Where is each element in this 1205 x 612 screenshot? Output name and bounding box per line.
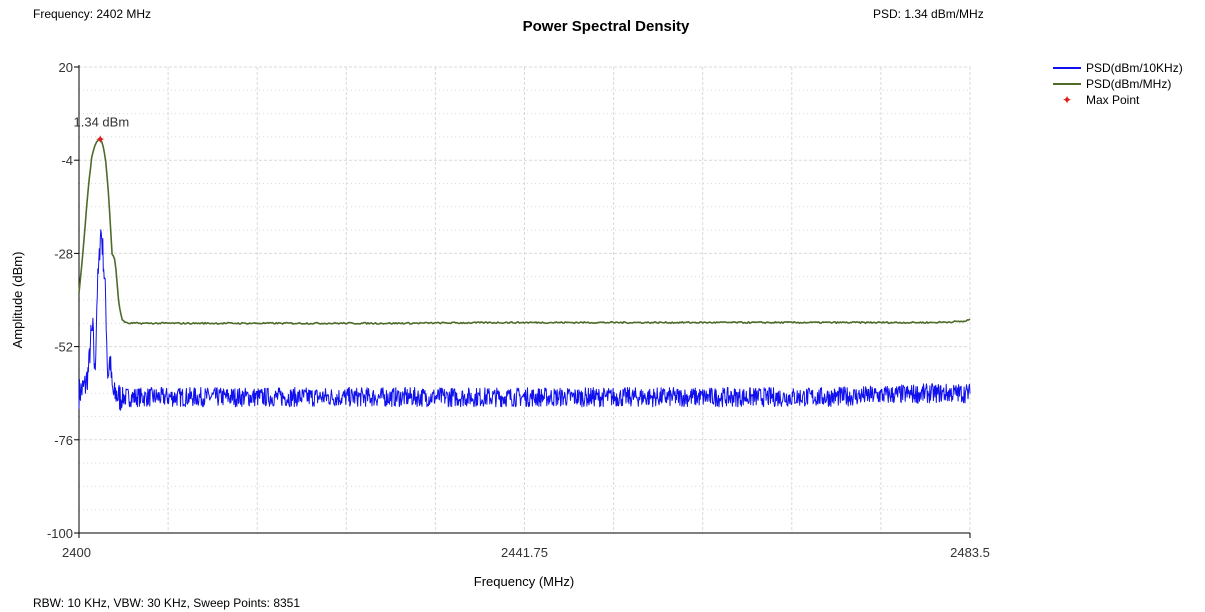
legend-label-psd-mhz: PSD(dBm/MHz) [1086, 77, 1172, 91]
series-layer: ✦ 1.34 dBm [74, 114, 971, 411]
legend-label-psd-10khz: PSD(dBm/10KHz) [1086, 61, 1183, 75]
legend-item-max-point: ✦ Max Point [1053, 92, 1183, 108]
axes [78, 65, 971, 538]
chart-title: Power Spectral Density [522, 18, 690, 35]
y-tick-label: -76 [54, 433, 73, 448]
star-icon: ✦ [1061, 93, 1073, 107]
y-tick-label: -52 [54, 340, 73, 355]
legend-swatch-psd-10khz [1053, 67, 1081, 69]
x-tick-label: 2483.5 [950, 545, 990, 560]
max-point-label: 1.34 dBm [74, 114, 130, 129]
psd-readout: PSD: 1.34 dBm/MHz [873, 7, 984, 21]
series-psd-mhz-line [78, 138, 971, 325]
y-tick-label: -4 [61, 153, 73, 168]
y-tick-label: -28 [54, 246, 73, 261]
y-tick-label: -100 [47, 526, 73, 541]
x-tick-label: 2441.75 [501, 545, 548, 560]
max-point-marker: ✦ [95, 132, 105, 146]
x-tick-label: 2400 [62, 545, 91, 560]
legend-swatch-psd-mhz [1053, 83, 1081, 85]
frequency-readout: Frequency: 2402 MHz [33, 7, 152, 21]
legend-label-max-point: Max Point [1086, 93, 1140, 107]
legend-item-psd-10khz: PSD(dBm/10KHz) [1053, 60, 1183, 76]
series-psd-10khz-line [78, 229, 971, 411]
legend-item-psd-mhz: PSD(dBm/MHz) [1053, 76, 1183, 92]
grid-lines [78, 66, 971, 534]
y-axis-label: Amplitude (dBm) [10, 252, 25, 349]
x-axis-label: Frequency (MHz) [474, 574, 574, 589]
y-axis-ticks: 20 -4 -28 -52 -76 -100 [47, 60, 79, 541]
y-tick-label: 20 [59, 60, 73, 75]
x-axis-ticks: 2400 2441.75 2483.5 [62, 545, 990, 560]
sweep-settings: RBW: 10 KHz, VBW: 30 KHz, Sweep Points: … [33, 596, 301, 610]
legend: PSD(dBm/10KHz) PSD(dBm/MHz) ✦ Max Point [1053, 60, 1183, 108]
